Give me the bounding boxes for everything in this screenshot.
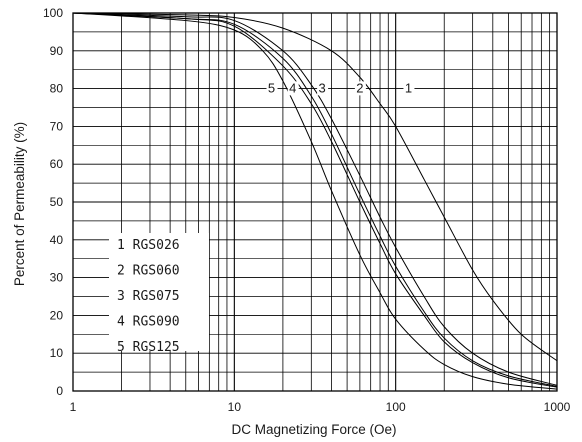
y-tick-label: 0 xyxy=(56,384,63,398)
y-tick-label: 100 xyxy=(43,6,63,20)
curve-label-1: 1 xyxy=(405,80,412,95)
curves xyxy=(72,12,558,390)
plot-frame xyxy=(72,12,558,392)
curve-label-5: 5 xyxy=(268,80,275,95)
curve-label-bg xyxy=(287,81,299,96)
series-line-1 xyxy=(72,12,558,362)
y-tick-label: 10 xyxy=(50,346,64,360)
x-tick-label: 10 xyxy=(228,400,242,414)
x-axis-title: DC Magnetizing Force (Oe) xyxy=(231,422,396,437)
curve-label-bg xyxy=(266,81,278,96)
y-tick-label: 20 xyxy=(50,308,64,322)
legend: 1 RGS026 2 RGS060 3 RGS075 4 RGS090 5 RGS125 xyxy=(109,233,209,355)
y-tick-label: 60 xyxy=(50,157,64,171)
series-line-5 xyxy=(72,12,558,390)
x-tick-label: 1 xyxy=(70,400,77,414)
legend-entry: 4 RGS090 xyxy=(117,315,180,330)
curve-label-4: 4 xyxy=(289,80,296,95)
series-line-4 xyxy=(72,12,558,388)
y-tick-label: 30 xyxy=(50,271,64,285)
y-tick-label: 40 xyxy=(50,233,64,247)
y-tick-label: 50 xyxy=(50,195,64,209)
series-line-2 xyxy=(72,12,558,386)
y-tick-label: 70 xyxy=(50,119,64,133)
curve-label-bg xyxy=(354,81,366,96)
tick-labels: 1 10 100 1000 0 10 20 30 40 50 60 70 80 90 100 xyxy=(43,6,571,414)
curve-label-2: 2 xyxy=(356,80,363,95)
y-tick-label: 90 xyxy=(50,44,64,58)
curve-label-3: 3 xyxy=(318,80,325,95)
plot-border xyxy=(72,12,558,392)
legend-box xyxy=(109,233,209,351)
x-tick-label: 100 xyxy=(386,400,406,414)
curve-label-bg xyxy=(403,81,415,96)
legend-entry: 2 RGS060 xyxy=(117,264,180,279)
y-axis-title: Percent of Permeability (%) xyxy=(12,122,27,286)
series-line-3 xyxy=(72,12,558,387)
legend-entry: 3 RGS075 xyxy=(117,289,180,304)
y-tick-label: 80 xyxy=(50,82,64,96)
legend-entry: 5 RGS125 xyxy=(117,340,180,355)
legend-entry: 1 RGS026 xyxy=(117,238,180,253)
curve-label-bg xyxy=(317,81,329,96)
x-tick-label: 1000 xyxy=(544,400,571,414)
curve-labels: 1 2 3 45 xyxy=(266,80,415,96)
